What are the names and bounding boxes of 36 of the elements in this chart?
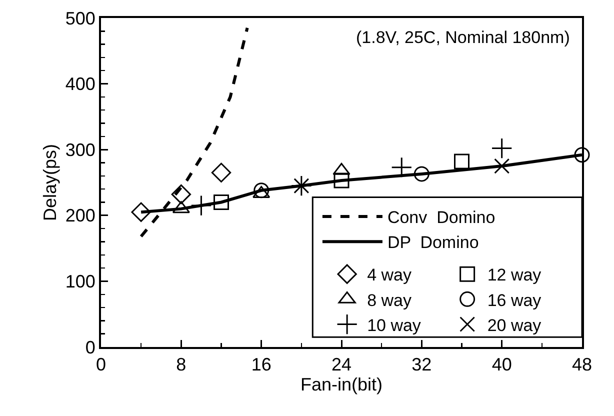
point	[131, 202, 151, 222]
y-tick-label: 100	[65, 272, 96, 292]
x-tick-label: 24	[331, 354, 352, 375]
point	[334, 172, 350, 188]
legend-label: Conv Domino	[387, 208, 496, 228]
y-tick-label: 0	[85, 337, 96, 358]
point	[171, 184, 192, 204]
point	[391, 156, 412, 178]
point	[491, 138, 512, 159]
legend-label: 10 way	[367, 316, 422, 335]
y-tick-label: 500	[65, 8, 96, 28]
y-axis-title: Delay(ps)	[40, 144, 60, 222]
x-tick-label: 16	[251, 354, 272, 375]
x-tick-label: 48	[572, 354, 592, 375]
legend-label: 8 way	[367, 290, 412, 310]
y-tick-label: 200	[65, 206, 96, 226]
point	[254, 182, 270, 198]
point	[414, 166, 430, 182]
point	[454, 154, 470, 170]
y-tick-label: 400	[65, 74, 96, 94]
annotation: (1.8V, 25C, Nominal 180nm)	[356, 28, 570, 47]
x-tick-label: 40	[492, 354, 512, 375]
legend-label: 4 way	[367, 266, 412, 285]
y-tick-label: 300	[65, 140, 96, 160]
legend-label: 16 way	[487, 290, 542, 310]
x-tick-label: 8	[176, 354, 186, 375]
point	[190, 194, 212, 216]
point	[494, 158, 510, 174]
legend-label: 12 way	[487, 266, 542, 285]
point	[214, 194, 229, 210]
x-axis-title: Fan-in(bit)	[300, 374, 383, 395]
point	[574, 147, 590, 163]
x-tick-label: 32	[412, 354, 432, 375]
point	[211, 162, 232, 182]
legend-label: 20 way	[487, 316, 542, 335]
legend-label: DP Domino	[387, 233, 479, 252]
